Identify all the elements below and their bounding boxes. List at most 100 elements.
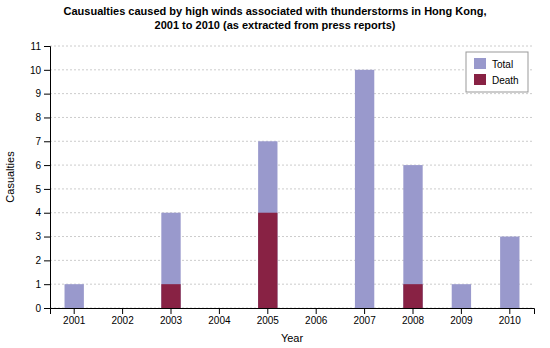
x-tick-mark — [413, 308, 414, 314]
x-tick: 2002 — [111, 308, 134, 326]
x-tick-mark — [316, 308, 317, 314]
bar — [500, 237, 519, 308]
y-tick-mark — [44, 213, 50, 214]
x-tick-mark — [74, 308, 75, 314]
bar — [355, 308, 374, 309]
x-tick: 2008 — [402, 308, 425, 326]
x-tick: 2009 — [450, 308, 473, 326]
x-tick-mark — [122, 308, 123, 314]
x-axis: 2001200220032004200520062007200820092010 — [51, 308, 535, 326]
y-tick: 7 — [35, 136, 50, 147]
x-tick-mark — [364, 308, 365, 314]
x-tick-mark — [219, 308, 220, 314]
title: Causualties caused by high winds associa… — [64, 5, 487, 31]
y-tick-label: 2 — [35, 255, 41, 266]
x-tick: 2007 — [353, 308, 376, 326]
bar — [65, 308, 84, 309]
bar — [258, 213, 277, 308]
x-tick-label: 2005 — [257, 315, 280, 326]
grid-line — [50, 260, 534, 261]
y-tick: 10 — [30, 65, 50, 76]
x-tick-mark — [509, 308, 510, 314]
x-tick: 2003 — [160, 308, 183, 326]
grid-line — [50, 117, 534, 118]
series — [161, 213, 422, 308]
y-tick-label: 6 — [35, 160, 41, 171]
bar — [403, 284, 422, 308]
y-tick-label: 9 — [35, 88, 41, 99]
y-tick: 9 — [35, 88, 50, 99]
legend-swatch — [474, 58, 486, 69]
y-tick: 1 — [35, 279, 50, 290]
bar — [452, 308, 471, 309]
grid-line — [50, 93, 534, 94]
y-tick-label: 4 — [35, 207, 41, 218]
x-tick-label: 2006 — [305, 315, 328, 326]
legend: Total Death — [466, 52, 528, 92]
grid-line — [50, 188, 534, 189]
x-tick-label: 2002 — [111, 315, 134, 326]
x-tick: 2006 — [305, 308, 328, 326]
y-tick-label: 5 — [35, 184, 41, 195]
grid-line — [50, 165, 534, 166]
y-tick-mark — [44, 237, 50, 238]
y-tick-label: 11 — [31, 41, 42, 52]
y-tick: 4 — [35, 207, 50, 218]
plot-area: 2001200220032004200520062007200820092010… — [30, 41, 535, 326]
x-tick-label: 2009 — [450, 315, 473, 326]
legend-label: Death — [492, 75, 519, 86]
x-tick-label: 2007 — [353, 315, 376, 326]
bar — [113, 308, 132, 309]
grid-line — [50, 236, 534, 237]
y-tick-mark — [44, 46, 50, 47]
y-tick-mark — [44, 141, 50, 142]
y-tick: 0 — [35, 303, 50, 314]
bar — [403, 165, 422, 308]
bar — [210, 308, 229, 309]
x-tick: 2004 — [208, 308, 231, 326]
y-tick-mark — [44, 94, 50, 95]
bar — [355, 70, 374, 308]
y-tick: 2 — [35, 255, 50, 266]
grid-line — [50, 69, 534, 70]
y-tick-label: 7 — [35, 136, 41, 147]
x-tick-label: 2003 — [160, 315, 183, 326]
series — [65, 70, 520, 308]
legend-item: Death — [474, 74, 519, 86]
y-axis-title: Casualties — [4, 151, 16, 203]
x-tick-mark — [171, 308, 172, 314]
grid — [50, 46, 534, 308]
bar — [65, 284, 84, 308]
x-tick-label: 2008 — [402, 315, 425, 326]
x-axis-title: Year — [281, 332, 304, 344]
y-tick-mark — [44, 117, 50, 118]
y-axis: 0 1 2 3 4 5 6 7 8 9 10 11 — [30, 41, 51, 314]
legend-label: Total — [492, 59, 513, 70]
bar — [210, 308, 229, 309]
legend-item: Total — [474, 58, 513, 70]
bar — [113, 308, 132, 309]
legend-frame — [466, 52, 528, 92]
bars — [65, 70, 520, 308]
x-tick-mark — [267, 308, 268, 314]
y-tick-mark — [44, 189, 50, 190]
y-tick-label: 10 — [30, 65, 42, 76]
legend-swatch — [474, 74, 486, 85]
bar — [452, 284, 471, 308]
x-axis-line — [51, 309, 535, 315]
x-tick-label: 2010 — [499, 315, 522, 326]
bar — [307, 308, 326, 309]
bar — [258, 141, 277, 308]
bar — [307, 308, 326, 309]
y-tick-label: 8 — [35, 112, 41, 123]
x-tick-mark — [461, 308, 462, 314]
x-tick-label: 2004 — [208, 315, 231, 326]
y-tick-label: 3 — [35, 231, 41, 242]
y-tick: 6 — [35, 160, 50, 171]
y-tick-mark — [44, 284, 50, 285]
y-tick-mark — [44, 260, 50, 261]
y-tick-mark — [44, 70, 50, 71]
chart: Causualties caused by high winds associa… — [0, 0, 550, 348]
y-tick-mark — [44, 308, 50, 309]
grid-line — [50, 46, 534, 47]
